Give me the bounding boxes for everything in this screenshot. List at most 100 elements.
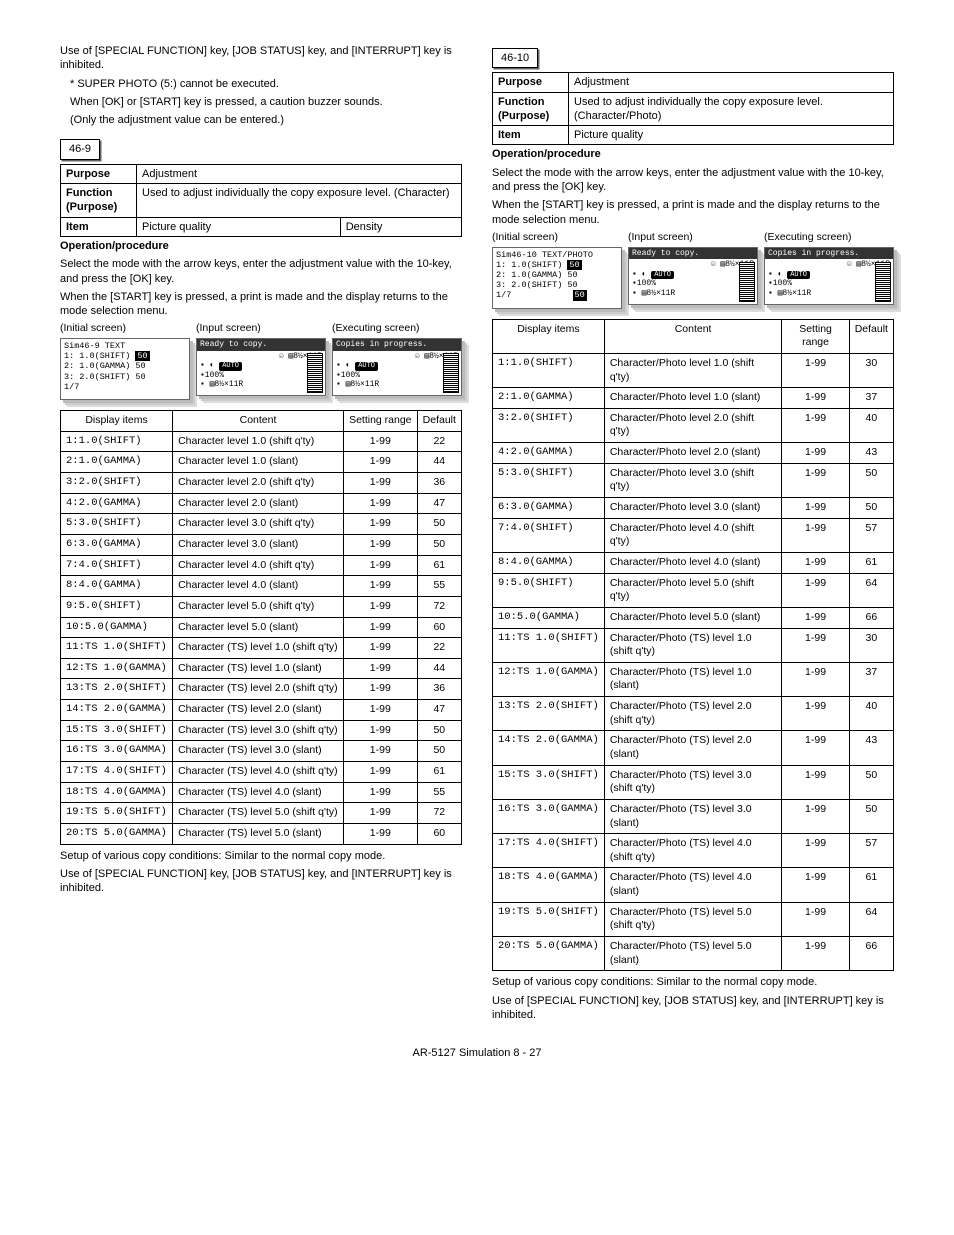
cell-display: 4:2.0(GAMMA) — [493, 443, 605, 464]
table-row: 12:TS 1.0(GAMMA)Character (TS) level 1.0… — [61, 658, 462, 679]
col-range: Setting range — [782, 319, 849, 353]
table-row: 11:TS 1.0(SHIFT)Character (TS) level 1.0… — [61, 638, 462, 659]
info-table-left: Purpose Adjustment Function (Purpose) Us… — [60, 164, 462, 237]
cell-content: Character/Photo (TS) level 4.0 (shift q'… — [604, 834, 782, 868]
cell-default: 61 — [417, 555, 461, 576]
table-row: 14:TS 2.0(GAMMA)Character (TS) level 2.0… — [61, 700, 462, 721]
lcd-status: Copies in progress. — [336, 340, 427, 350]
cell-default: 36 — [417, 473, 461, 494]
lcd-tray-size: 8½×11R — [350, 380, 379, 389]
cell-default: 61 — [849, 552, 893, 573]
cell-display: 13:TS 2.0(SHIFT) — [61, 679, 173, 700]
cell-range: 1-99 — [343, 452, 417, 473]
cell-content: Character level 2.0 (shift q'ty) — [173, 473, 344, 494]
cell-default: 72 — [417, 803, 461, 824]
cell-default: 43 — [849, 443, 893, 464]
purpose-value: Adjustment — [569, 73, 894, 92]
cell-range: 1-99 — [343, 473, 417, 494]
lcd-value-selected: 50 — [135, 351, 149, 361]
cell-content: Character (TS) level 5.0 (shift q'ty) — [173, 803, 344, 824]
cell-content: Character/Photo (TS) level 2.0 (slant) — [604, 731, 782, 765]
cell-content: Character (TS) level 2.0 (shift q'ty) — [173, 679, 344, 700]
op-text1: Select the mode with the arrow keys, ent… — [492, 166, 894, 195]
table-row: 17:TS 4.0(SHIFT)Character/Photo (TS) lev… — [493, 834, 894, 868]
cell-range: 1-99 — [782, 573, 849, 607]
screen-label-exec: (Executing screen) — [332, 322, 462, 336]
cell-content: Character (TS) level 3.0 (slant) — [173, 741, 344, 762]
lcd-line: 3: 2.0(SHIFT) 50 — [64, 372, 186, 382]
cell-range: 1-99 — [782, 765, 849, 799]
cell-default: 40 — [849, 697, 893, 731]
cell-display: 2:1.0(GAMMA) — [61, 452, 173, 473]
op-text1: Select the mode with the arrow keys, ent… — [60, 257, 462, 286]
op-heading: Operation/procedure — [60, 239, 462, 253]
table-row: 7:4.0(SHIFT)Character/Photo level 4.0 (s… — [493, 518, 894, 552]
cell-default: 61 — [849, 868, 893, 902]
cell-default: 64 — [849, 902, 893, 936]
item-value: Picture quality — [569, 126, 894, 145]
function-value: Used to adjust individually the copy exp… — [569, 92, 894, 126]
table-row: 8:4.0(GAMMA)Character/Photo level 4.0 (s… — [493, 552, 894, 573]
lcd-zoom: ▪100% — [632, 279, 754, 289]
table-row: 17:TS 4.0(SHIFT)Character (TS) level 4.0… — [61, 761, 462, 782]
cell-range: 1-99 — [343, 514, 417, 535]
cell-display: 20:TS 5.0(GAMMA) — [61, 823, 173, 844]
scroll-indicator — [443, 353, 459, 393]
cell-default: 36 — [417, 679, 461, 700]
cell-display: 6:3.0(GAMMA) — [493, 498, 605, 519]
cell-range: 1-99 — [343, 617, 417, 638]
cell-range: 1-99 — [782, 799, 849, 833]
purpose-label: Purpose — [493, 73, 569, 92]
cell-range: 1-99 — [782, 408, 849, 442]
col-content: Content — [604, 319, 782, 353]
cell-default: 22 — [417, 638, 461, 659]
cell-range: 1-99 — [343, 761, 417, 782]
cell-display: 9:5.0(SHIFT) — [493, 573, 605, 607]
cell-content: Character (TS) level 5.0 (slant) — [173, 823, 344, 844]
cell-content: Character/Photo level 4.0 (slant) — [604, 552, 782, 573]
cell-content: Character/Photo (TS) level 5.0 (shift q'… — [604, 902, 782, 936]
function-value: Used to adjust individually the copy exp… — [137, 184, 462, 218]
lcd-line: 1: 1.0(SHIFT) — [64, 351, 130, 361]
op-text2: When the [START] key is pressed, a print… — [60, 290, 462, 319]
table-row: 1:1.0(SHIFT)Character level 1.0 (shift q… — [61, 431, 462, 452]
foot-text1: Setup of various copy conditions: Simila… — [60, 849, 462, 863]
cell-default: 50 — [417, 534, 461, 555]
table-row: 19:TS 5.0(SHIFT)Character (TS) level 5.0… — [61, 803, 462, 824]
cell-display: 6:3.0(GAMMA) — [61, 534, 173, 555]
table-row: 15:TS 3.0(SHIFT)Character/Photo (TS) lev… — [493, 765, 894, 799]
cell-default: 66 — [849, 607, 893, 628]
cell-display: 14:TS 2.0(GAMMA) — [61, 700, 173, 721]
col-range: Setting range — [343, 411, 417, 432]
cell-content: Character (TS) level 4.0 (slant) — [173, 782, 344, 803]
lcd-line: 3: 2.0(SHIFT) 50 — [496, 280, 618, 290]
table-row: 13:TS 2.0(SHIFT)Character (TS) level 2.0… — [61, 679, 462, 700]
cell-display: 8:4.0(GAMMA) — [493, 552, 605, 573]
cell-display: 14:TS 2.0(GAMMA) — [493, 731, 605, 765]
screen-label-input: (Input screen) — [628, 231, 758, 245]
cell-default: 30 — [849, 628, 893, 662]
cell-range: 1-99 — [782, 731, 849, 765]
cell-content: Character/Photo level 5.0 (slant) — [604, 607, 782, 628]
item-label: Item — [493, 126, 569, 145]
cell-default: 37 — [849, 388, 893, 409]
table-row: 4:2.0(GAMMA)Character/Photo level 2.0 (s… — [493, 443, 894, 464]
lcd-tray-size: 8½×11R — [646, 289, 675, 298]
lcd-value-selected: 50 — [573, 290, 587, 300]
cell-default: 57 — [849, 834, 893, 868]
cell-display: 11:TS 1.0(SHIFT) — [493, 628, 605, 662]
lcd-line: 1/7 — [496, 290, 511, 300]
cell-default: 43 — [849, 731, 893, 765]
purpose-label: Purpose — [61, 164, 137, 183]
cell-default: 60 — [417, 617, 461, 638]
cell-content: Character/Photo (TS) level 3.0 (shift q'… — [604, 765, 782, 799]
cell-display: 5:3.0(SHIFT) — [61, 514, 173, 535]
cell-range: 1-99 — [782, 443, 849, 464]
table-row: 5:3.0(SHIFT)Character level 3.0 (shift q… — [61, 514, 462, 535]
cell-range: 1-99 — [782, 607, 849, 628]
lcd-tray-size: 8½×11R — [782, 289, 811, 298]
cell-display: 20:TS 5.0(GAMMA) — [493, 937, 605, 971]
screen-label-exec: (Executing screen) — [764, 231, 894, 245]
table-row: 15:TS 3.0(SHIFT)Character (TS) level 3.0… — [61, 720, 462, 741]
cell-default: 50 — [849, 463, 893, 497]
